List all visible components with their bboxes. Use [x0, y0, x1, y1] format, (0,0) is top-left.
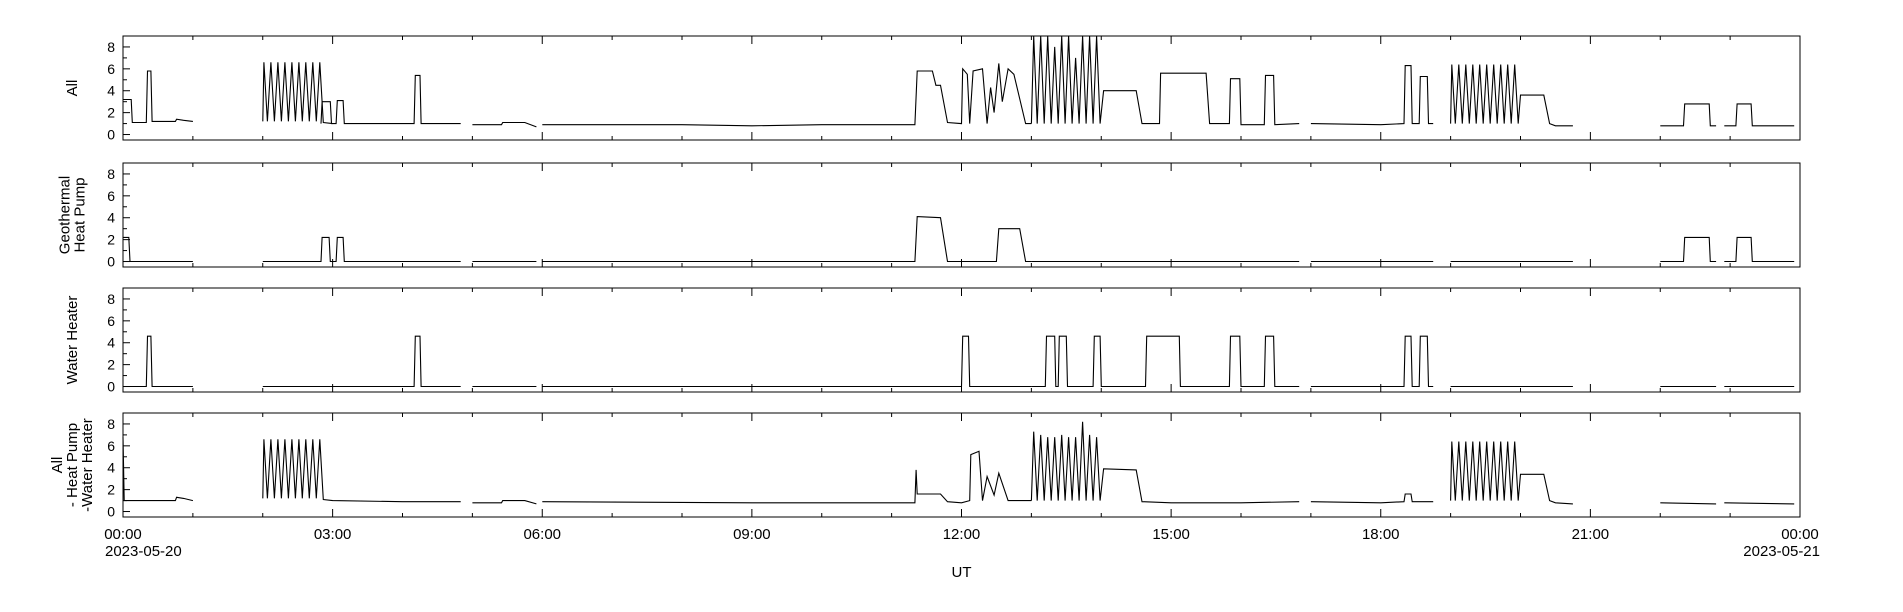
series-line-segment [542, 450, 1032, 504]
series-line-segment [320, 74, 461, 125]
series-line-segment [123, 236, 193, 263]
x-tick-label: 12:00 [943, 526, 981, 543]
y-tick-label: 8 [107, 166, 115, 182]
series-line-segment [1450, 64, 1573, 127]
y-axis-label: -Water Heater [79, 418, 96, 512]
series-line-segment [1310, 65, 1434, 126]
y-axis-label: - Heat Pump [64, 423, 81, 507]
y-axis-label: Water Heater [64, 296, 81, 385]
series-line-segment [1724, 236, 1795, 263]
y-tick-label: 6 [107, 438, 115, 454]
y-tick-label: 2 [107, 232, 115, 248]
series-line-segment [542, 335, 1032, 388]
x-tick-label: 21:00 [1572, 526, 1610, 543]
x-tick-label: 09:00 [733, 526, 771, 543]
x-tick-date-label: 2023-05-20 [105, 543, 182, 560]
y-tick-label: 6 [107, 313, 115, 329]
series-line-segment [1660, 236, 1717, 263]
x-tick-label: 00:00 [104, 526, 142, 543]
series-line-segment [262, 236, 461, 263]
x-tick-date-label: 2023-05-21 [1743, 543, 1820, 560]
series-line-segment [1030, 35, 1300, 126]
x-tick-label: 15:00 [1152, 526, 1190, 543]
series-line-segment [262, 335, 461, 388]
series-line-segment [1450, 441, 1573, 505]
x-tick-label: 03:00 [314, 526, 352, 543]
y-tick-label: 6 [107, 61, 115, 77]
y-tick-label: 4 [107, 460, 115, 476]
series-line-segment [122, 437, 194, 502]
panel-frame-2 [122, 162, 1801, 268]
series-line-segment [472, 121, 537, 128]
series-line-segment [262, 62, 333, 125]
y-tick-label: 0 [107, 254, 115, 270]
y-tick-label: 0 [107, 379, 115, 395]
y-axis-label: All [64, 80, 81, 97]
series-line-segment [542, 63, 1032, 127]
series-line-segment [1310, 493, 1434, 504]
series-line-segment [1724, 502, 1795, 505]
y-tick-label: 8 [107, 416, 115, 432]
y-tick-label: 2 [107, 105, 115, 121]
x-tick-label: 06:00 [523, 526, 561, 543]
panel-frame-1 [122, 35, 1801, 141]
series-line-segment [472, 500, 537, 505]
series-line-segment [123, 335, 193, 388]
y-tick-label: 4 [107, 335, 115, 351]
y-axis-label: Geothermal [56, 176, 73, 254]
x-tick-label: 18:00 [1362, 526, 1400, 543]
series-line-segment [262, 439, 461, 503]
y-tick-label: 8 [107, 291, 115, 307]
y-axis-label: Heat Pump [71, 177, 88, 252]
series-line-segment [1660, 502, 1717, 505]
y-tick-label: 0 [107, 504, 115, 520]
y-tick-label: 2 [107, 482, 115, 498]
y-tick-label: 0 [107, 127, 115, 143]
y-tick-label: 2 [107, 357, 115, 373]
y-axis-label: All [49, 457, 66, 474]
y-tick-label: 8 [107, 39, 115, 55]
series-line-segment [1724, 103, 1795, 127]
series-line-segment [542, 216, 1032, 263]
series-line-segment [123, 70, 193, 124]
y-tick-label: 4 [107, 83, 115, 99]
series-line-segment [1660, 103, 1717, 127]
series-line-segment [1310, 335, 1434, 388]
series-line-segment [1030, 421, 1300, 504]
x-axis-label: UT [952, 564, 972, 581]
y-tick-label: 6 [107, 188, 115, 204]
x-tick-label: 00:00 [1781, 526, 1819, 543]
y-tick-label: 4 [107, 210, 115, 226]
series-line-segment [1031, 335, 1300, 388]
